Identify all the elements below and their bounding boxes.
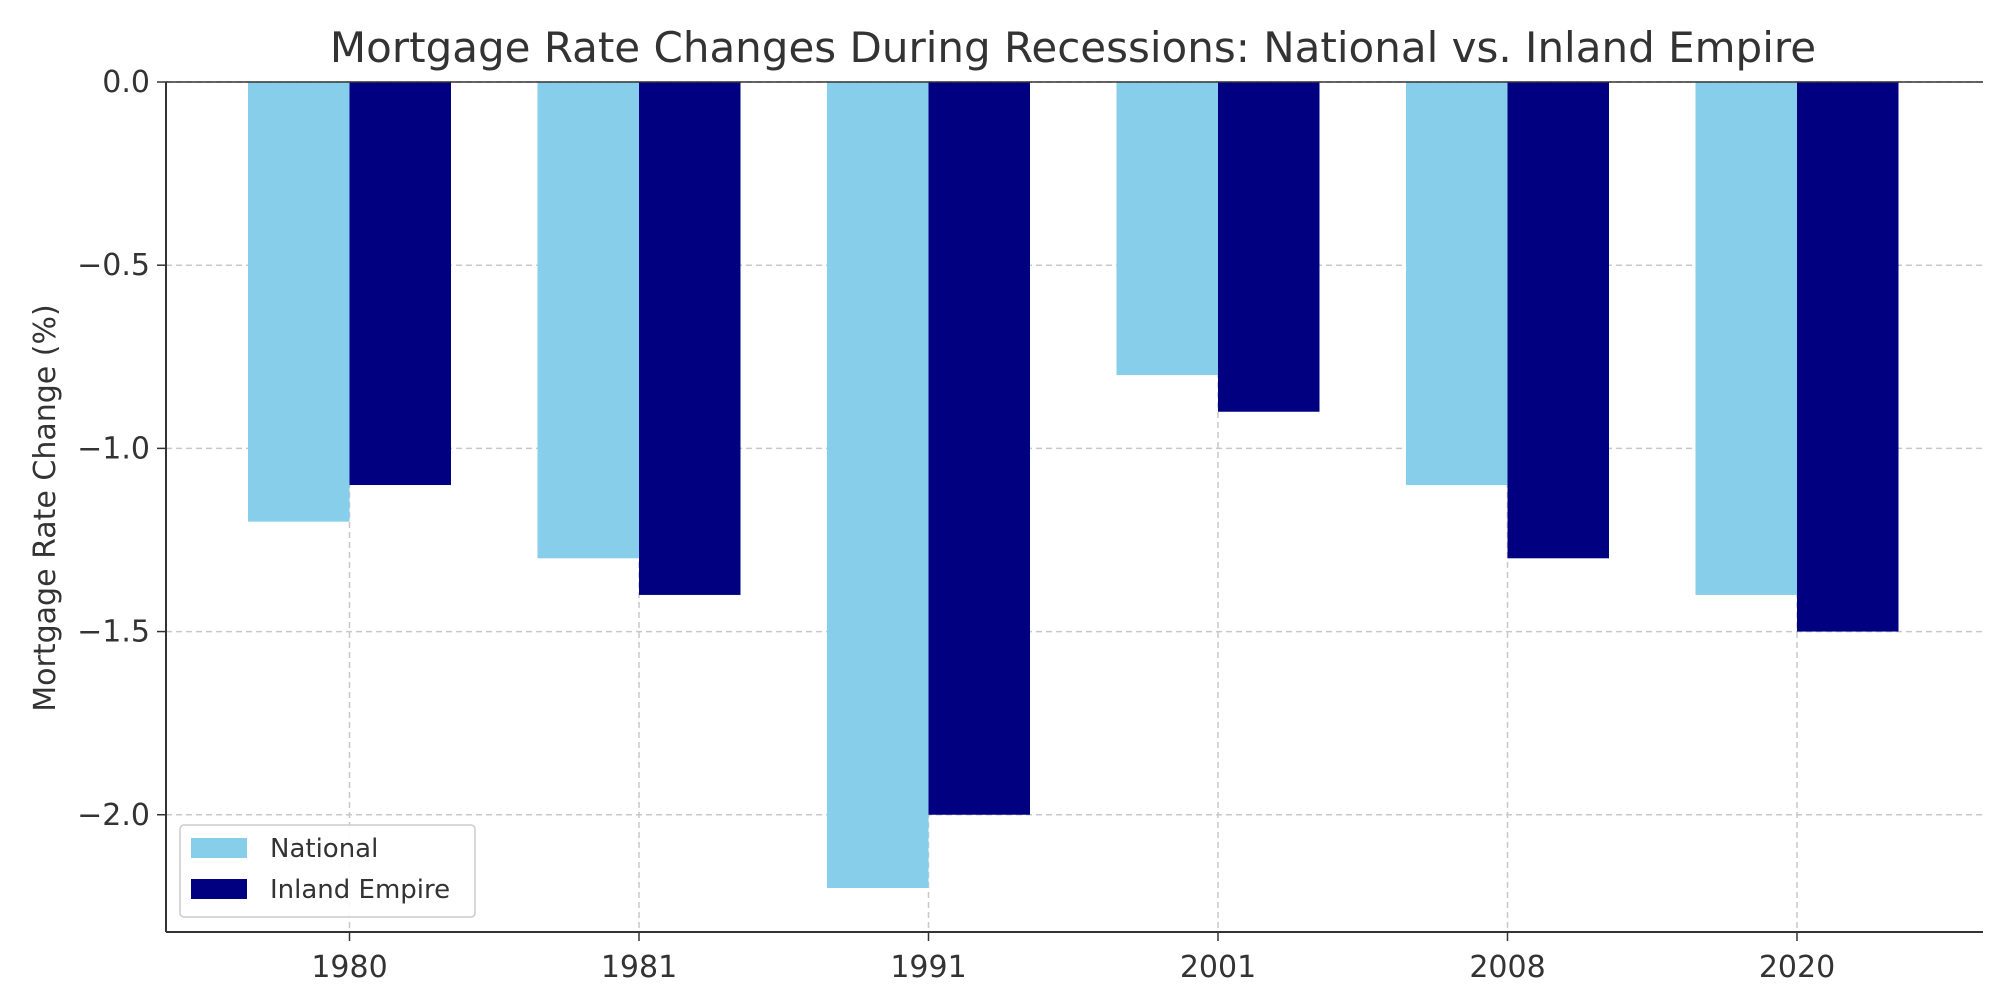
x-tick-label: 1991	[890, 950, 966, 985]
bars	[248, 82, 1899, 889]
y-tick-label: −0.5	[77, 248, 150, 283]
bar-inland-empire-1980	[349, 82, 451, 486]
bar-national-1981	[537, 82, 639, 559]
x-tick-label: 2008	[1469, 950, 1545, 985]
y-tick-label: 0.0	[102, 65, 150, 100]
bar-inland-empire-1991	[928, 82, 1030, 815]
legend-box	[179, 824, 476, 918]
bar-inland-empire-2001	[1218, 82, 1320, 412]
x-tick-label: 1980	[311, 950, 387, 985]
x-tick-label: 1981	[601, 950, 677, 985]
axes	[157, 81, 1983, 941]
bar-inland-empire-2020	[1797, 82, 1899, 632]
legend-label: Inland Empire	[270, 875, 450, 905]
y-tick-label: −2.0	[77, 798, 150, 833]
bar-inland-empire-2008	[1507, 82, 1609, 559]
bar-national-1991	[827, 82, 929, 889]
bar-national-2008	[1406, 82, 1508, 486]
bar-inland-empire-1981	[639, 82, 741, 595]
y-tick-label: −1.5	[77, 615, 150, 650]
legend-swatch	[191, 879, 247, 899]
x-tick-label: 2020	[1759, 950, 1835, 985]
bar-national-2020	[1695, 82, 1797, 595]
y-axis-label: Mortgage Rate Change (%)	[28, 304, 63, 711]
y-tick-label: −1.0	[77, 431, 150, 466]
bar-national-1980	[248, 82, 350, 522]
legend-label: National	[270, 834, 378, 864]
tick-labels: 0.0 −0.5 −1.0 −1.5 −2.0 1980 1981 1991 2001 2008 2…	[77, 65, 1835, 985]
chart-title: Mortgage Rate Changes During Recessions:…	[330, 23, 1816, 72]
legend: National Inland Empire	[179, 824, 476, 918]
bar-national-2001	[1116, 82, 1218, 376]
legend-swatch	[191, 838, 247, 858]
x-tick-label: 2001	[1180, 950, 1256, 985]
